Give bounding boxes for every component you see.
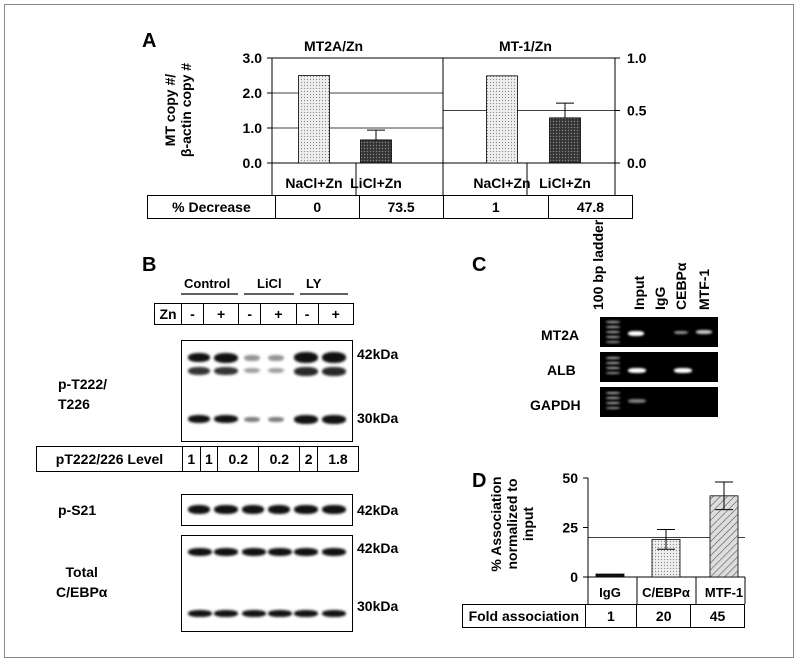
bar — [595, 573, 625, 578]
bar — [549, 117, 581, 164]
blot-p-t222 — [181, 340, 353, 442]
kda-42-label-3: 42kDa — [357, 540, 399, 556]
tick-label: 1.0 — [243, 120, 263, 136]
row-label: % Decrease — [147, 195, 276, 219]
fold-value: 1 — [584, 604, 638, 628]
gel-row-gapdh: GAPDH — [530, 397, 581, 413]
kda-42-label-2: 42kDa — [357, 502, 399, 518]
category-label: NaCl+Zn — [285, 175, 342, 191]
decrease-value: 47.8 — [547, 195, 634, 219]
panel-b-letter: B — [142, 254, 157, 276]
panel-d-letter: D — [472, 470, 487, 492]
table-row: Fold association 1 20 45 — [462, 604, 745, 628]
gel-alb — [600, 352, 718, 382]
level-value: 0.2 — [258, 446, 301, 472]
blot1-label: p-T222/ T226 — [58, 374, 107, 414]
zn-sign: - — [295, 303, 319, 325]
group-label-control: Control — [184, 276, 231, 291]
panel-d-plot: 0 25 50 IgG C/EBPα MTF-1 — [562, 470, 746, 604]
level-table: pT222/226 Level 1 1 0.2 0.2 2 1.8 — [36, 446, 360, 472]
table-row: % Decrease 0 73.5 1 47.8 — [147, 195, 634, 219]
decrease-value: 1 — [442, 195, 549, 219]
level-value: 0.2 — [217, 446, 260, 472]
level-label: pT222/226 Level — [36, 446, 183, 472]
category-label: C/EBPα — [642, 585, 690, 600]
tick-label: 0.5 — [627, 103, 647, 119]
table-row: Zn - + - + - + — [154, 303, 354, 325]
tick-label: 2.0 — [243, 85, 263, 101]
bar — [298, 75, 330, 164]
panel-a-chart: 0.0 1.0 2.0 3.0 0.0 0.5 1.0 NaCl+Zn LiCl+Zn NaCl+… — [243, 50, 647, 195]
tick-label: 0.0 — [627, 155, 647, 171]
bar — [486, 75, 518, 164]
blot1-label-line1: p-T222/ — [58, 376, 108, 392]
gel-row-mt2a: MT2A — [541, 327, 580, 343]
fold-value: 45 — [690, 604, 745, 628]
tick-label: 3.0 — [243, 50, 263, 66]
blot3-label-line1: Total — [65, 564, 98, 580]
zn-sign: + — [202, 303, 240, 325]
kda-30-label-3: 30kDa — [357, 598, 399, 614]
category-label: MTF-1 — [705, 585, 743, 600]
category-label: LiCl+Zn — [539, 175, 591, 191]
level-value: 1.8 — [316, 446, 360, 472]
zn-sign-table: Zn - + - + - + — [154, 303, 354, 325]
tick-label: 50 — [562, 470, 578, 486]
tick-label: 0.0 — [243, 155, 263, 171]
fold-label: Fold association — [462, 604, 586, 628]
zn-label: Zn — [154, 303, 182, 325]
figure-frame — [4, 4, 794, 658]
blot-p-s21 — [181, 494, 353, 526]
category-label: LiCl+Zn — [350, 175, 402, 191]
category-label: IgG — [599, 585, 621, 600]
blot3-label-line2: C/EBPα — [56, 584, 108, 600]
group-label-ly: LY — [306, 276, 322, 291]
panel-a-plot: 0.0 1.0 2.0 3.0 0.0 0.5 1.0 NaCl+Zn LiCl+Zn NaCl+… — [243, 50, 647, 195]
panel-a-letter: A — [142, 30, 157, 52]
group-label-licl: LiCl — [257, 276, 282, 291]
gel-row-alb: ALB — [547, 362, 576, 378]
tick-label: 25 — [562, 520, 578, 536]
group-underlines — [181, 293, 348, 295]
panel-a-decrease-table: % Decrease 0 73.5 1 47.8 — [147, 195, 634, 219]
gel-gapdh — [600, 387, 718, 417]
table-row: pT222/226 Level 1 1 0.2 0.2 2 1.8 — [36, 446, 360, 472]
blot2-label: p-S21 — [58, 502, 97, 518]
fold-value: 20 — [636, 604, 692, 628]
kda-42-label: 42kDa — [357, 346, 399, 362]
blot-total-cebpa — [181, 535, 353, 632]
panel-a-title-left: MT2A/Zn — [304, 38, 364, 54]
blot1-label-line2: T226 — [58, 396, 90, 412]
panel-c-letter: C — [472, 254, 487, 276]
category-label: NaCl+Zn — [473, 175, 530, 191]
gel-mt2a — [600, 317, 718, 347]
tick-label: 0 — [570, 569, 578, 585]
fold-table: Fold association 1 20 45 — [462, 604, 745, 628]
panel-a-title-right: MT-1/Zn — [499, 38, 552, 54]
tick-label: 1.0 — [627, 50, 647, 66]
zn-sign: + — [317, 303, 354, 325]
blot3-label: Total C/EBPα — [56, 562, 107, 602]
zn-sign: + — [260, 303, 297, 325]
decrease-value: 0 — [274, 195, 360, 219]
kda-30-label: 30kDa — [357, 410, 399, 426]
decrease-value: 73.5 — [358, 195, 444, 219]
